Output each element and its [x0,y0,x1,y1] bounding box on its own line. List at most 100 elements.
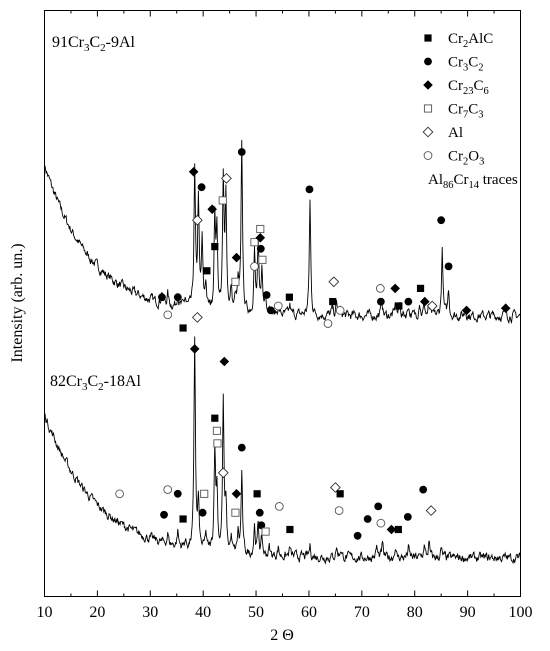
peak-marker-2-square-open [213,439,222,448]
peak-marker-2-square-open [231,508,240,517]
peak-marker-2-circle-open [376,518,386,528]
peak-marker-2-diamond-filled [386,524,397,535]
peak-marker-2-square-open [261,527,270,536]
peak-marker-2-circle-filled [403,513,412,521]
peak-marker-1-circle-filled [437,216,446,225]
peak-marker-2-square-filled [253,490,261,498]
peak-marker-1-circle-open [250,262,259,271]
peak-marker-1-circle-filled [173,293,182,302]
peak-marker-2-diamond-filled [219,356,230,367]
peak-marker-1-circle-filled [237,148,246,156]
x-tick-label: 10 [37,604,53,621]
legend-label: Cr23C6 [448,78,489,97]
legend-label: Al [448,125,463,141]
peak-marker-1-diamond-open [426,300,438,312]
x-axis-label: 2 Θ [270,627,294,644]
peak-marker-1-diamond-open [191,214,203,226]
x-tick-label: 70 [354,604,370,621]
x-tick-label: 30 [142,604,158,621]
peak-marker-1-diamond-filled [461,305,472,316]
peak-marker-1-diamond-open [221,172,232,184]
legend-item-7: Al86Cr14 traces [428,172,518,191]
peak-marker-1-circle-filled [305,185,314,194]
legend-label: Cr7C3 [448,102,484,121]
peak-marker-1-diamond-filled [207,204,217,214]
xrd-pattern-1 [44,139,521,325]
peak-marker-1-diamond-open [328,276,340,288]
x-tick-label: 40 [195,604,211,621]
peak-marker-2-square-open [200,489,209,498]
peak-marker-2-circle-filled [257,521,266,530]
peak-marker-1-square-filled [416,284,425,292]
peak-marker-1-square-filled [329,298,337,306]
peak-marker-1-circle-open [323,319,333,328]
x-tick-label: 80 [407,604,423,621]
peak-marker-1-circle-filled [262,291,271,299]
legend-label: Cr2AlC [448,31,493,50]
x-tick-label: 60 [301,604,317,621]
legend-item-3: Cr23C6 [423,78,489,97]
peak-marker-2-circle-filled [353,531,362,540]
legend-label: Cr2O3 [448,149,484,168]
legend-label: Cr3C2 [448,55,484,74]
peak-marker-1-square-filled [211,243,219,251]
peak-marker-1-square-filled [203,267,211,275]
peak-marker-1-square-open [256,224,265,234]
peak-marker-1-circle-open [375,284,385,293]
peak-marker-1-circle-filled [404,297,413,306]
series-label-2: 82Cr3C2-18Al [50,373,142,393]
peak-marker-1-square-filled [179,324,187,332]
phase-markers [115,148,511,540]
peak-marker-2-square-filled [211,414,219,422]
peak-marker-1-diamond-filled [255,233,266,243]
peak-marker-2-square-filled [179,515,187,523]
x-axis-ticks: 10 20 30 40 50 60 70 80 90 100 [37,10,533,621]
legend-item-2: Cr3C2 [424,55,484,74]
peak-marker-2-diamond-filled [189,344,200,354]
peak-marker-2-circle-filled [173,489,182,498]
peak-marker-1-diamond-filled [419,296,430,307]
peak-marker-2-circle-filled [374,502,383,511]
peak-marker-2-square-filled [336,490,344,498]
peak-marker-2-square-filled [394,525,402,534]
peak-marker-1-circle-open [335,306,345,315]
peak-marker-2-circle-open [334,506,344,515]
legend: Cr2AlC Cr3C2 Cr23C6 Cr7C3 Al Cr2O3 Al86Cr14 tr… [422,31,518,191]
x-tick-label: 90 [460,604,476,621]
peak-marker-2-circle-filled [419,485,428,494]
peak-marker-2-diamond-open [425,505,437,517]
peak-marker-2-circle-filled [198,508,207,517]
peak-marker-1-circle-open [163,310,173,320]
peak-marker-1-circle-filled [266,306,275,315]
legend-marker-square-filled [424,34,432,42]
pattern-curves [44,139,521,565]
peak-marker-2-square-filled [286,525,294,534]
peak-marker-1-square-filled [285,293,293,301]
peak-marker-1-square-open [250,238,259,247]
legend-label: Al86Cr14 traces [428,172,518,191]
x-tick-label: 50 [248,604,264,621]
peak-marker-2-circle-filled [363,515,372,523]
peak-marker-1-square-filled [395,302,403,310]
peak-marker-2-diamond-open [191,311,203,323]
peak-marker-1-diamond-filled [390,283,400,294]
peak-marker-1-square-open [218,196,227,205]
legend-item-6: Cr2O3 [423,149,484,168]
peak-marker-1-diamond-filled [231,252,242,263]
peak-marker-2-circle-filled [255,508,264,517]
peak-marker-2-circle-filled [237,443,246,452]
peak-marker-2-square-open [212,426,221,435]
legend-item-4: Cr7C3 [423,102,484,121]
peak-marker-2-circle-open [115,489,124,499]
x-tick-label: 20 [89,604,105,621]
peak-marker-2-diamond-open [329,482,341,493]
series-label-1: 91Cr3C2-9Al [52,34,136,54]
peak-marker-2-circle-open [163,485,173,494]
y-axis-label: Intensity (arb. un.) [9,243,26,362]
peak-marker-1-circle-filled [444,262,453,271]
legend-marker-diamond-filled [423,80,433,90]
peak-marker-1-circle-filled [256,244,265,253]
peak-marker-1-square-open [231,277,240,286]
legend-marker-diamond-open [422,126,434,138]
